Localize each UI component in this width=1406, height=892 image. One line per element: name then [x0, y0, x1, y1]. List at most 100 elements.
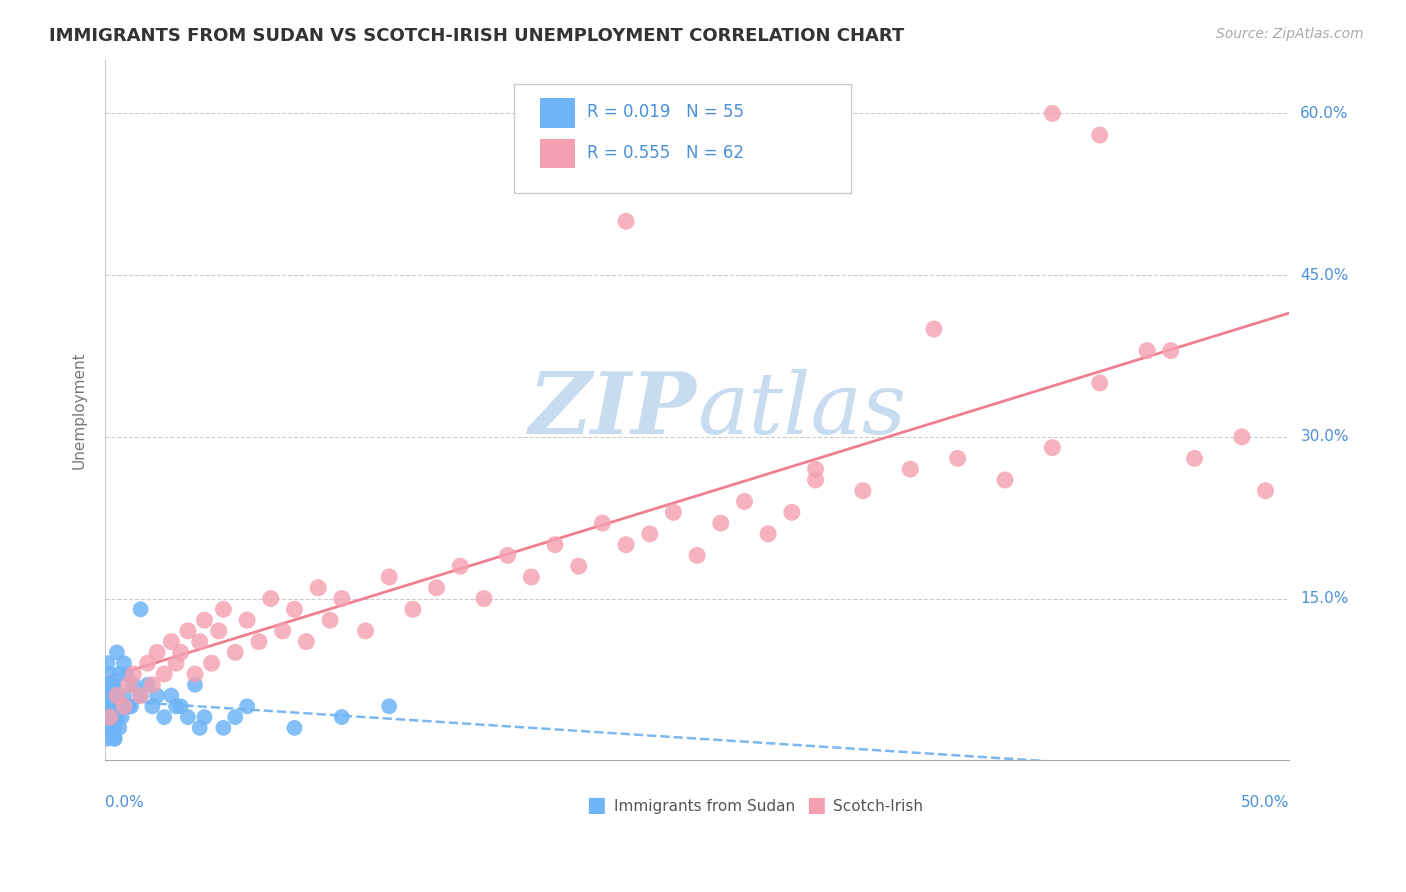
Point	[200, 657, 222, 671]
Point	[922, 322, 945, 336]
Point	[1230, 430, 1253, 444]
Point	[103, 731, 125, 746]
Point	[129, 689, 152, 703]
Point	[710, 516, 733, 530]
Text: ■: ■	[586, 796, 606, 815]
Point	[1088, 128, 1111, 142]
Point	[101, 689, 124, 703]
Point	[188, 634, 211, 648]
Point	[402, 602, 425, 616]
Point	[146, 689, 169, 703]
Text: 0.0%: 0.0%	[105, 796, 143, 810]
Point	[756, 527, 779, 541]
Point	[98, 710, 121, 724]
Point	[898, 462, 921, 476]
Point	[614, 538, 637, 552]
Point	[224, 710, 246, 724]
FancyBboxPatch shape	[513, 84, 851, 193]
Text: 30.0%: 30.0%	[1301, 429, 1348, 444]
Point	[103, 721, 125, 735]
Point	[330, 710, 353, 724]
Point	[591, 516, 613, 530]
Point	[756, 150, 779, 164]
Point	[378, 699, 401, 714]
Point	[1184, 451, 1206, 466]
Point	[378, 570, 401, 584]
Point	[638, 527, 661, 541]
Point	[1040, 106, 1063, 120]
Point	[544, 538, 567, 552]
Point	[260, 591, 283, 606]
Point	[1136, 343, 1159, 358]
Point	[193, 613, 215, 627]
Point	[165, 699, 187, 714]
Point	[105, 645, 128, 659]
Point	[208, 624, 231, 638]
Point	[472, 591, 495, 606]
Text: R = 0.555   N = 62: R = 0.555 N = 62	[586, 144, 744, 161]
Point	[98, 699, 121, 714]
Point	[101, 721, 124, 735]
Point	[129, 602, 152, 616]
Point	[112, 689, 135, 703]
Text: 15.0%: 15.0%	[1301, 591, 1348, 606]
Point	[283, 602, 305, 616]
Point	[193, 710, 215, 724]
Point	[110, 710, 132, 724]
Point	[271, 624, 294, 638]
Point	[946, 451, 969, 466]
Point	[98, 721, 121, 735]
Y-axis label: Unemployment: Unemployment	[72, 351, 86, 468]
Point	[98, 667, 121, 681]
Text: Source: ZipAtlas.com: Source: ZipAtlas.com	[1216, 27, 1364, 41]
Point	[177, 710, 200, 724]
Point	[520, 570, 543, 584]
Point	[112, 657, 135, 671]
Bar	[540, 139, 575, 169]
Text: Scotch-Irish: Scotch-Irish	[834, 798, 924, 814]
Point	[686, 549, 709, 563]
Point	[98, 721, 121, 735]
Point	[1160, 343, 1182, 358]
Text: ■: ■	[806, 796, 825, 815]
Point	[804, 473, 827, 487]
Point	[98, 699, 121, 714]
Point	[96, 731, 118, 746]
Point	[101, 678, 124, 692]
Point	[118, 678, 141, 692]
Point	[170, 645, 193, 659]
Point	[96, 678, 118, 692]
Point	[108, 667, 131, 681]
Point	[319, 613, 342, 627]
Point	[101, 710, 124, 724]
Text: Immigrants from Sudan: Immigrants from Sudan	[614, 798, 796, 814]
Point	[115, 667, 138, 681]
Text: IMMIGRANTS FROM SUDAN VS SCOTCH-IRISH UNEMPLOYMENT CORRELATION CHART: IMMIGRANTS FROM SUDAN VS SCOTCH-IRISH UN…	[49, 27, 904, 45]
Point	[212, 721, 235, 735]
Point	[122, 678, 145, 692]
Point	[103, 678, 125, 692]
Point	[96, 699, 118, 714]
Point	[160, 689, 183, 703]
Point	[354, 624, 377, 638]
Point	[105, 689, 128, 703]
Point	[184, 667, 207, 681]
Point	[212, 602, 235, 616]
Point	[105, 699, 128, 714]
Point	[247, 634, 270, 648]
Point	[733, 494, 755, 508]
Point	[118, 699, 141, 714]
Point	[1254, 483, 1277, 498]
Point	[1088, 376, 1111, 390]
Point	[153, 710, 176, 724]
Point	[330, 591, 353, 606]
Point	[177, 624, 200, 638]
Point	[146, 645, 169, 659]
Text: 50.0%: 50.0%	[1241, 796, 1289, 810]
Point	[1040, 441, 1063, 455]
Point	[141, 678, 163, 692]
Point	[426, 581, 449, 595]
Text: R = 0.019   N = 55: R = 0.019 N = 55	[586, 103, 744, 121]
Point	[165, 657, 187, 671]
Point	[184, 678, 207, 692]
